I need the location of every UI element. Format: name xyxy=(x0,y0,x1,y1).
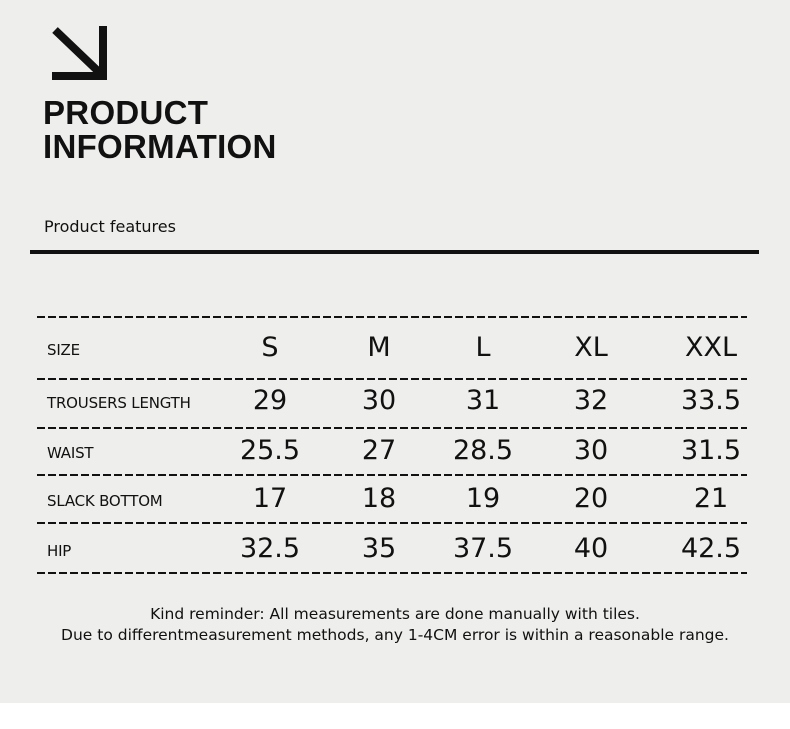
dashed-divider xyxy=(37,378,747,380)
measurement-cell: 42.5 xyxy=(680,533,742,564)
measurement-cell: 32 xyxy=(573,385,609,416)
measurement-cell: 25.5 xyxy=(239,435,301,466)
size-header: S xyxy=(261,332,279,363)
measurement-cell: 32.5 xyxy=(239,533,301,564)
page-title: PRODUCT INFORMATION xyxy=(43,96,277,164)
section-label: Product features xyxy=(44,217,176,236)
measurement-cell: 20 xyxy=(573,483,609,514)
measurement-cell: 30 xyxy=(361,385,397,416)
size-header: XXL xyxy=(684,332,738,363)
dashed-divider xyxy=(37,572,747,574)
measurement-cell: 21 xyxy=(693,483,729,514)
measurement-cell: 37.5 xyxy=(452,533,514,564)
table-header-row: SIZE S M L XL XXL xyxy=(0,325,790,365)
measurement-cell: 31.5 xyxy=(680,435,742,466)
size-header: XL xyxy=(574,332,608,363)
note-line-2: Due to differentmeasurement methods, any… xyxy=(61,626,729,644)
table-row: WAIST 25.5 27 28.5 30 31.5 xyxy=(0,428,790,468)
measurement-cell: 35 xyxy=(361,533,397,564)
note-line-1: Kind reminder: All measurements are done… xyxy=(150,605,640,623)
dashed-divider xyxy=(37,427,747,429)
title-line-1: PRODUCT xyxy=(43,94,209,131)
row-label: TROUSERS LENGTH xyxy=(47,394,191,412)
row-label: SIZE xyxy=(47,341,80,359)
divider xyxy=(30,250,759,254)
table-row: TROUSERS LENGTH 29 30 31 32 33.5 xyxy=(0,378,790,418)
measurement-cell: 18 xyxy=(361,483,397,514)
measurement-cell: 27 xyxy=(361,435,397,466)
row-label: SLACK BOTTOM xyxy=(47,492,163,510)
row-label: WAIST xyxy=(47,444,94,462)
measurement-cell: 28.5 xyxy=(452,435,514,466)
title-line-2: INFORMATION xyxy=(43,128,277,165)
dashed-divider xyxy=(37,474,747,476)
measurement-cell: 31 xyxy=(465,385,501,416)
size-header: L xyxy=(475,332,491,363)
measurement-cell: 33.5 xyxy=(680,385,742,416)
dashed-divider xyxy=(37,316,747,318)
product-info-panel: PRODUCT INFORMATION Product features SIZ… xyxy=(0,0,790,703)
table-row: HIP 32.5 35 37.5 40 42.5 xyxy=(0,526,790,566)
measurement-cell: 30 xyxy=(573,435,609,466)
table-row: SLACK BOTTOM 17 18 19 20 21 xyxy=(0,476,790,516)
measurement-cell: 17 xyxy=(252,483,288,514)
row-label: HIP xyxy=(47,542,72,560)
measurement-cell: 40 xyxy=(573,533,609,564)
measurement-cell: 29 xyxy=(252,385,288,416)
measurement-cell: 19 xyxy=(465,483,501,514)
size-header: M xyxy=(367,332,391,363)
arrow-down-right-icon xyxy=(52,26,107,80)
dashed-divider xyxy=(37,522,747,524)
